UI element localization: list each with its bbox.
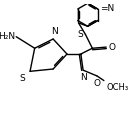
Text: S: S — [78, 30, 83, 39]
Text: H₂N: H₂N — [0, 32, 16, 41]
Text: S: S — [20, 74, 25, 83]
Text: O: O — [94, 79, 100, 88]
Text: OCH₃: OCH₃ — [106, 83, 128, 92]
Text: O: O — [108, 43, 115, 52]
Text: N: N — [80, 73, 87, 82]
Text: N: N — [51, 27, 58, 36]
Text: =N: =N — [100, 4, 115, 13]
